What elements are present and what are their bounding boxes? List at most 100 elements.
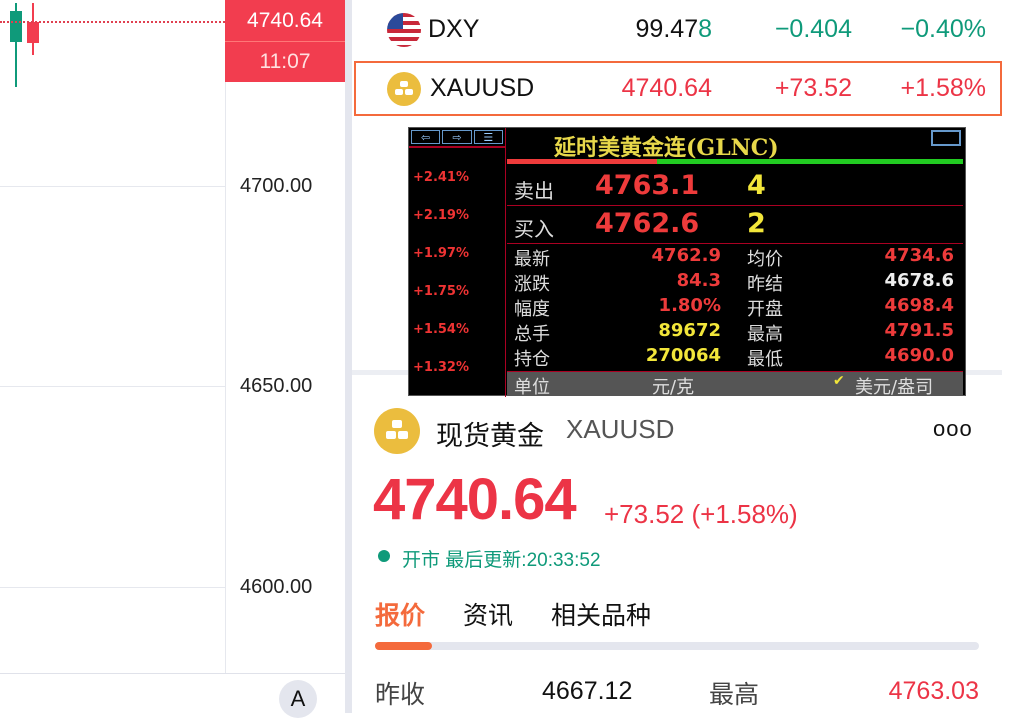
stat-text: 幅度 [514, 299, 550, 320]
countdown-tag: 11:07 [225, 42, 345, 82]
symbol: XAUUSD [430, 74, 535, 102]
stat-row: 总手 89672 最高 4791.5 [514, 320, 964, 345]
stat-text: 昨结 [747, 274, 783, 295]
pct-level: +1.75% [413, 284, 469, 299]
y-tick: 4700.00 [240, 175, 313, 197]
stat-text: 涨跌 [514, 274, 550, 295]
gridline [0, 587, 225, 588]
overlay-divider [505, 128, 506, 397]
price-tick: 8 [698, 15, 712, 43]
tab-quote[interactable]: 报价 [375, 602, 426, 630]
stat-text: 4698.4 [884, 295, 954, 316]
tab-indicator-track [375, 642, 979, 650]
unit-label: 单位 [514, 377, 550, 398]
stat-label: 昨收 [375, 681, 426, 709]
tab-related[interactable]: 相关品种 [551, 602, 652, 630]
stat-value: 4763.03 [888, 677, 979, 705]
gold-bars-icon [374, 408, 420, 454]
stat-text: 84.3 [676, 270, 721, 291]
gridline [0, 386, 225, 387]
unit-bar: 单位 元/克 ✔ 美元/盎司 [507, 371, 963, 398]
watchlist-row-dxy[interactable]: DXY 99.478 −0.404 −0.40% [352, 2, 1002, 57]
tab-news[interactable]: 资讯 [463, 602, 514, 630]
current-price: 4740.64 [373, 467, 577, 532]
candle-red-body [27, 22, 39, 43]
stat-row: 最新 4762.9 均价 4734.6 [514, 245, 964, 270]
stat-text: 270064 [645, 345, 721, 366]
last-updated: 最后更新:20:33:52 [445, 550, 601, 571]
pct-level: +2.41% [413, 170, 469, 185]
stat-text: 最新 [514, 249, 550, 270]
change-pct: −0.40% [900, 15, 987, 43]
symbol: DXY [428, 15, 480, 43]
font-size-button[interactable]: A [279, 680, 317, 718]
watchlist-row-xauusd[interactable]: XAUUSD 4740.64 +73.52 +1.58% [354, 61, 1002, 116]
stat-label: 最高 [709, 681, 760, 709]
candlestick-chart[interactable]: 4740.64 11:07 4700.00 4650.00 4600.00 A [0, 0, 345, 718]
arrow-left-icon[interactable]: ⇦ [411, 130, 441, 144]
buy-label: 买入 [514, 217, 554, 241]
stat-value: 4667.12 [542, 677, 633, 705]
change: +73.52 [774, 74, 852, 102]
buy-ratio-bar [657, 159, 963, 164]
check-icon: ✔ [833, 373, 845, 389]
stat-text: 4678.6 [884, 270, 954, 291]
window-icon[interactable] [931, 130, 961, 146]
y-tick: 4650.00 [240, 375, 313, 397]
pct-level: +1.54% [413, 322, 469, 337]
price: 4740.64 [621, 74, 712, 102]
instrument-symbol: XAUUSD [566, 414, 675, 444]
last-price-line [0, 21, 225, 23]
candle-green [15, 3, 17, 87]
pct-level: +1.97% [413, 246, 469, 261]
stat-text: 最高 [747, 324, 783, 345]
status-text: 开市 [402, 550, 441, 571]
list-icon[interactable]: ☰ [473, 130, 503, 144]
stat-text: 4690.0 [884, 345, 954, 366]
stat-text: 4791.5 [884, 320, 954, 341]
stat-text: 最低 [747, 349, 783, 370]
stat-row: 持仓 270064 最低 4690.0 [514, 345, 964, 370]
sell-ratio-bar [507, 159, 657, 164]
buy-row: 买入 4762.6 2 [507, 206, 963, 244]
price-change: +73.52 (+1.58%) [604, 499, 798, 529]
sell-label: 卖出 [514, 179, 554, 203]
stat-text: 持仓 [514, 349, 550, 370]
market-open-dot-icon [378, 550, 390, 562]
stat-text: 1.80% [658, 295, 721, 316]
last-price-tag: 4740.64 [225, 0, 345, 42]
axis-bottom [0, 673, 345, 674]
arrow-right-icon[interactable]: ⇨ [442, 130, 472, 144]
more-options-button[interactable]: ooo [933, 416, 973, 441]
buy-qty: 2 [747, 208, 766, 239]
change-pct: +1.58% [900, 74, 987, 102]
candle-green-body [10, 11, 22, 42]
sell-row: 卖出 4763.1 4 [507, 168, 963, 206]
market-status: 开市 最后更新:20:33:52 [402, 545, 601, 572]
delayed-quote-overlay: ⇦ ⇨ ☰ 延时美黄金连(GLNC) +2.41% +2.19% +1.97% … [408, 127, 966, 398]
price-axis-border [225, 0, 226, 673]
stat-row: 涨跌 84.3 昨结 4678.6 [514, 270, 964, 295]
y-tick: 4600.00 [240, 576, 313, 598]
stat-text: 均价 [747, 249, 783, 270]
pct-level: +2.19% [413, 208, 469, 223]
pct-level: +1.32% [413, 360, 469, 375]
sell-price: 4763.1 [595, 170, 700, 201]
stat-row: 幅度 1.80% 开盘 4698.4 [514, 295, 964, 320]
panel-divider[interactable] [345, 0, 352, 713]
gridline [0, 186, 225, 187]
stat-text: 开盘 [747, 299, 783, 320]
stat-text: 4762.9 [651, 245, 721, 266]
tab-indicator [375, 642, 432, 650]
sell-qty: 4 [747, 170, 766, 201]
stat-text: 总手 [514, 324, 550, 345]
unit-option-gram[interactable]: 元/克 [652, 377, 695, 398]
stat-text: 4734.6 [884, 245, 954, 266]
us-flag-icon [387, 12, 421, 47]
buy-price: 4762.6 [595, 208, 700, 239]
instrument-name: 现货黄金 [436, 421, 544, 451]
price: 99.47 [635, 15, 699, 43]
unit-option-ounce[interactable]: 美元/盎司 [855, 377, 934, 398]
change: −0.404 [774, 15, 852, 43]
overlay-title: 延时美黄金连(GLNC) [554, 135, 779, 161]
